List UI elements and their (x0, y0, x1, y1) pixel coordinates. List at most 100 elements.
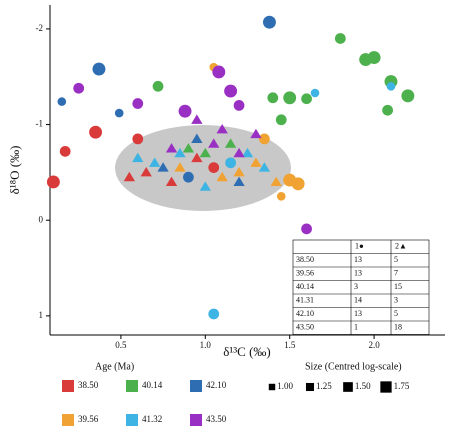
table-cell: 3 (394, 296, 398, 305)
table-cell: 40.14 (296, 282, 314, 291)
table-cell: 14 (354, 296, 362, 305)
point-triangle (208, 138, 220, 148)
point-circle (224, 84, 238, 98)
legend-label: 40.14 (142, 380, 163, 390)
point-circle (283, 91, 297, 105)
point-triangle (270, 176, 282, 186)
point-circle (301, 93, 312, 105)
point-triangle (174, 147, 186, 158)
legend-swatch (126, 380, 138, 392)
point-triangle (157, 162, 169, 172)
x-tick-label: 2.0 (368, 340, 380, 350)
point-triangle (250, 128, 262, 139)
point-circle (132, 98, 144, 109)
table-cell: 7 (394, 269, 398, 278)
size-label: 1.50 (355, 381, 371, 391)
point-triangle (191, 152, 203, 163)
table-cell: 39.56 (296, 269, 314, 278)
point-triangle (241, 147, 254, 158)
table-cell: 13 (354, 309, 362, 318)
point-circle (89, 125, 103, 139)
legend-swatch (62, 380, 74, 392)
table-cell: 5 (394, 255, 398, 264)
table-cell: 13 (354, 269, 362, 278)
table-cell: 1 (354, 323, 358, 332)
point-circle (178, 104, 192, 118)
point-circle (310, 88, 320, 98)
point-triangle (233, 147, 245, 158)
size-label: 1.00 (277, 381, 293, 391)
size-swatch (380, 381, 392, 393)
point-circle (382, 104, 393, 116)
point-triangle (165, 176, 178, 186)
legend-title: Age (Ma) (95, 361, 134, 372)
point-circle (208, 162, 220, 173)
point-triangle (149, 157, 161, 167)
point-circle (132, 133, 144, 145)
point-circle (334, 33, 346, 44)
table-cell: 13 (354, 255, 362, 264)
table-cell: 42.10 (296, 309, 314, 318)
table-cell: 15 (394, 282, 402, 291)
point-circle (233, 100, 245, 111)
point-circle (401, 89, 415, 103)
size-swatch (305, 382, 315, 392)
x-axis-label: δ¹³C (‰) (223, 344, 271, 359)
point-triangle (165, 143, 178, 153)
point-circle (301, 223, 312, 235)
table-cell: 5 (394, 309, 398, 318)
point-circle (367, 51, 381, 65)
point-circle (59, 145, 71, 157)
point-triangle (191, 114, 203, 124)
legend-swatch (62, 414, 74, 426)
point-circle (57, 97, 67, 106)
point-triangle (182, 143, 195, 153)
point-circle (386, 82, 396, 91)
point-triangle (123, 171, 135, 182)
x-tick-label: 1.0 (200, 340, 212, 350)
point-triangle (250, 157, 262, 167)
point-circle (225, 157, 236, 169)
point-circle (291, 177, 305, 191)
point-circle (114, 108, 124, 118)
point-circle (208, 308, 220, 320)
size-swatch (343, 382, 353, 392)
point-circle (152, 80, 164, 92)
size-label: 1.25 (316, 381, 332, 391)
y-tick-label: -2 (36, 23, 44, 33)
table-cell: 43.50 (296, 323, 314, 332)
point-triangle (199, 181, 211, 191)
point-triangle (258, 162, 271, 172)
point-circle (259, 133, 270, 145)
table-frame (292, 239, 430, 335)
table-cell: 18 (394, 323, 402, 332)
legend-swatch (126, 414, 138, 426)
point-triangle (199, 147, 211, 158)
size-legend-title: Size (Centred log-scale) (305, 361, 402, 372)
point-triangle (132, 152, 144, 163)
point-circle (183, 171, 194, 183)
point-triangle (224, 138, 237, 148)
table-cell: 41.31 (296, 296, 314, 305)
point-triangle (140, 167, 152, 177)
point-triangle (216, 123, 228, 134)
x-tick-label: 1.5 (284, 340, 296, 350)
legend-label: 41.32 (142, 414, 162, 424)
y-tick-label: -1 (36, 119, 44, 129)
table-cell: 3 (354, 282, 358, 291)
point-triangle (233, 167, 245, 177)
legend-label: 38.50 (78, 380, 99, 390)
x-tick-label: 0.5 (115, 340, 127, 350)
legend-label: 43.50 (206, 414, 227, 424)
y-tick-label: 1 (39, 310, 44, 320)
point-triangle (216, 171, 228, 182)
point-triangle (191, 133, 203, 143)
point-triangle (174, 162, 186, 172)
point-circle (92, 62, 106, 76)
size-swatch (268, 383, 276, 391)
point-circle (73, 82, 85, 94)
point-circle (267, 92, 279, 104)
point-triangle (233, 176, 245, 186)
table-header: 2▲ (395, 242, 407, 251)
